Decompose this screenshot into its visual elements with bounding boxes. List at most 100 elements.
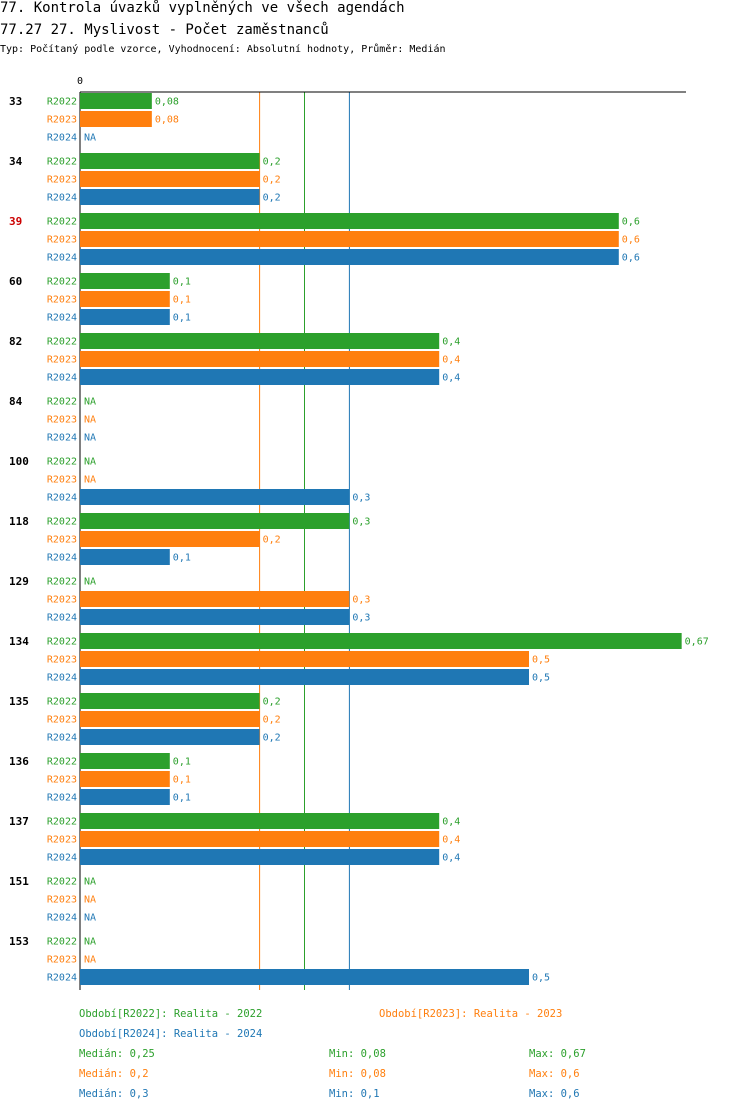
bar-r2022 [80,693,260,709]
series-label: R2024 [47,133,77,144]
stat-r2023-max: Max: 0,6 [529,1068,580,1080]
bar-r2024 [80,309,170,325]
chart-title-line1: 77. Kontrola úvazků vyplněných ve všech … [0,0,405,16]
value-label: 0,3 [352,613,370,624]
value-label: 0,4 [442,373,460,384]
series-label: R2023 [47,955,77,966]
category-label: 33 [9,95,22,108]
na-label: NA [84,955,96,966]
series-label: R2023 [47,295,77,306]
bar-r2023 [80,291,170,307]
bar-r2023 [80,171,260,187]
legend-r2024: Období[R2024]: Realita - 2024 [79,1028,263,1040]
value-label: 0,5 [532,973,550,984]
value-label: 0,4 [442,355,460,366]
series-label: R2022 [47,217,77,228]
category-label: 153 [9,935,29,948]
series-label: R2022 [47,577,77,588]
series-label: R2022 [47,157,77,168]
value-label: 0,6 [622,235,640,246]
stat-r2022-min: Min: 0,08 [329,1048,386,1060]
series-label: R2023 [47,895,77,906]
series-label: R2023 [47,835,77,846]
bar-r2023 [80,651,529,667]
value-label: 0,1 [173,775,191,786]
series-label: R2022 [47,937,77,948]
axis-zero-label: 0 [77,76,83,87]
series-label: R2024 [47,853,77,864]
series-label: R2022 [47,337,77,348]
category-label: 135 [9,695,29,708]
series-label: R2022 [47,877,77,888]
chart-title-line2: 77.27 27. Myslivost - Počet zaměstnanců [0,22,329,38]
series-label: R2024 [47,253,77,264]
bar-r2022 [80,273,170,289]
stat-r2024-min: Min: 0,1 [329,1088,380,1100]
category-label: 84 [9,395,23,408]
series-label: R2024 [47,193,77,204]
category-label: 82 [9,335,22,348]
bar-r2022 [80,753,170,769]
value-label: 0,5 [532,655,550,666]
legend-r2022: Období[R2022]: Realita - 2022 [79,1008,263,1020]
value-label: 0,4 [442,853,460,864]
category-label: 39 [9,215,22,228]
value-label: 0,2 [263,535,281,546]
bar-r2024 [80,969,529,985]
series-label: R2022 [47,277,77,288]
bar-r2023 [80,771,170,787]
value-label: 0,67 [685,637,709,648]
series-label: R2024 [47,553,77,564]
value-label: 0,2 [263,697,281,708]
bar-r2024 [80,189,260,205]
bar-r2022 [80,513,350,529]
bar-r2022 [80,153,260,169]
series-label: R2023 [47,355,77,366]
series-label: R2023 [47,175,77,186]
value-label: 0,2 [263,715,281,726]
category-label: 136 [9,755,29,768]
series-label: R2022 [47,457,77,468]
category-label: 60 [9,275,22,288]
na-label: NA [84,397,96,408]
bar-r2024 [80,489,350,505]
na-label: NA [84,937,96,948]
legend-r2023: Období[R2023]: Realita - 2023 [379,1008,563,1020]
value-label: 0,2 [263,157,281,168]
series-label: R2022 [47,97,77,108]
value-label: 0,2 [263,733,281,744]
na-label: NA [84,577,96,588]
category-label: 137 [9,815,29,828]
na-label: NA [84,415,96,426]
value-label: 0,1 [173,295,191,306]
series-label: R2023 [47,655,77,666]
value-label: 0,1 [173,757,191,768]
value-label: 0,1 [173,793,191,804]
series-label: R2024 [47,613,77,624]
bar-r2024 [80,369,440,385]
na-label: NA [84,457,96,468]
series-label: R2023 [47,715,77,726]
na-label: NA [84,877,96,888]
value-label: 0,1 [173,313,191,324]
bar-chart: 0 33 R2022 0,08 R2023 0,08 R2024 NA 34 R2022 0,2 R2… [9,76,709,990]
value-label: 0,6 [622,253,640,264]
series-label: R2024 [47,733,77,744]
value-label: 0,1 [173,277,191,288]
series-label: R2024 [47,373,77,384]
bar-r2023 [80,531,260,547]
series-label: R2023 [47,415,77,426]
series-label: R2023 [47,595,77,606]
bar-r2023 [80,591,350,607]
stat-r2022-max: Max: 0,67 [529,1048,586,1060]
value-label: 0,3 [352,595,370,606]
series-label: R2023 [47,235,77,246]
na-label: NA [84,913,96,924]
bar-r2022 [80,93,152,109]
value-label: 0,2 [263,193,281,204]
series-label: R2022 [47,517,77,528]
stat-r2023-min: Min: 0,08 [329,1068,386,1080]
category-label: 129 [9,575,29,588]
stat-r2023-median: Medián: 0,2 [79,1068,149,1080]
series-label: R2023 [47,475,77,486]
